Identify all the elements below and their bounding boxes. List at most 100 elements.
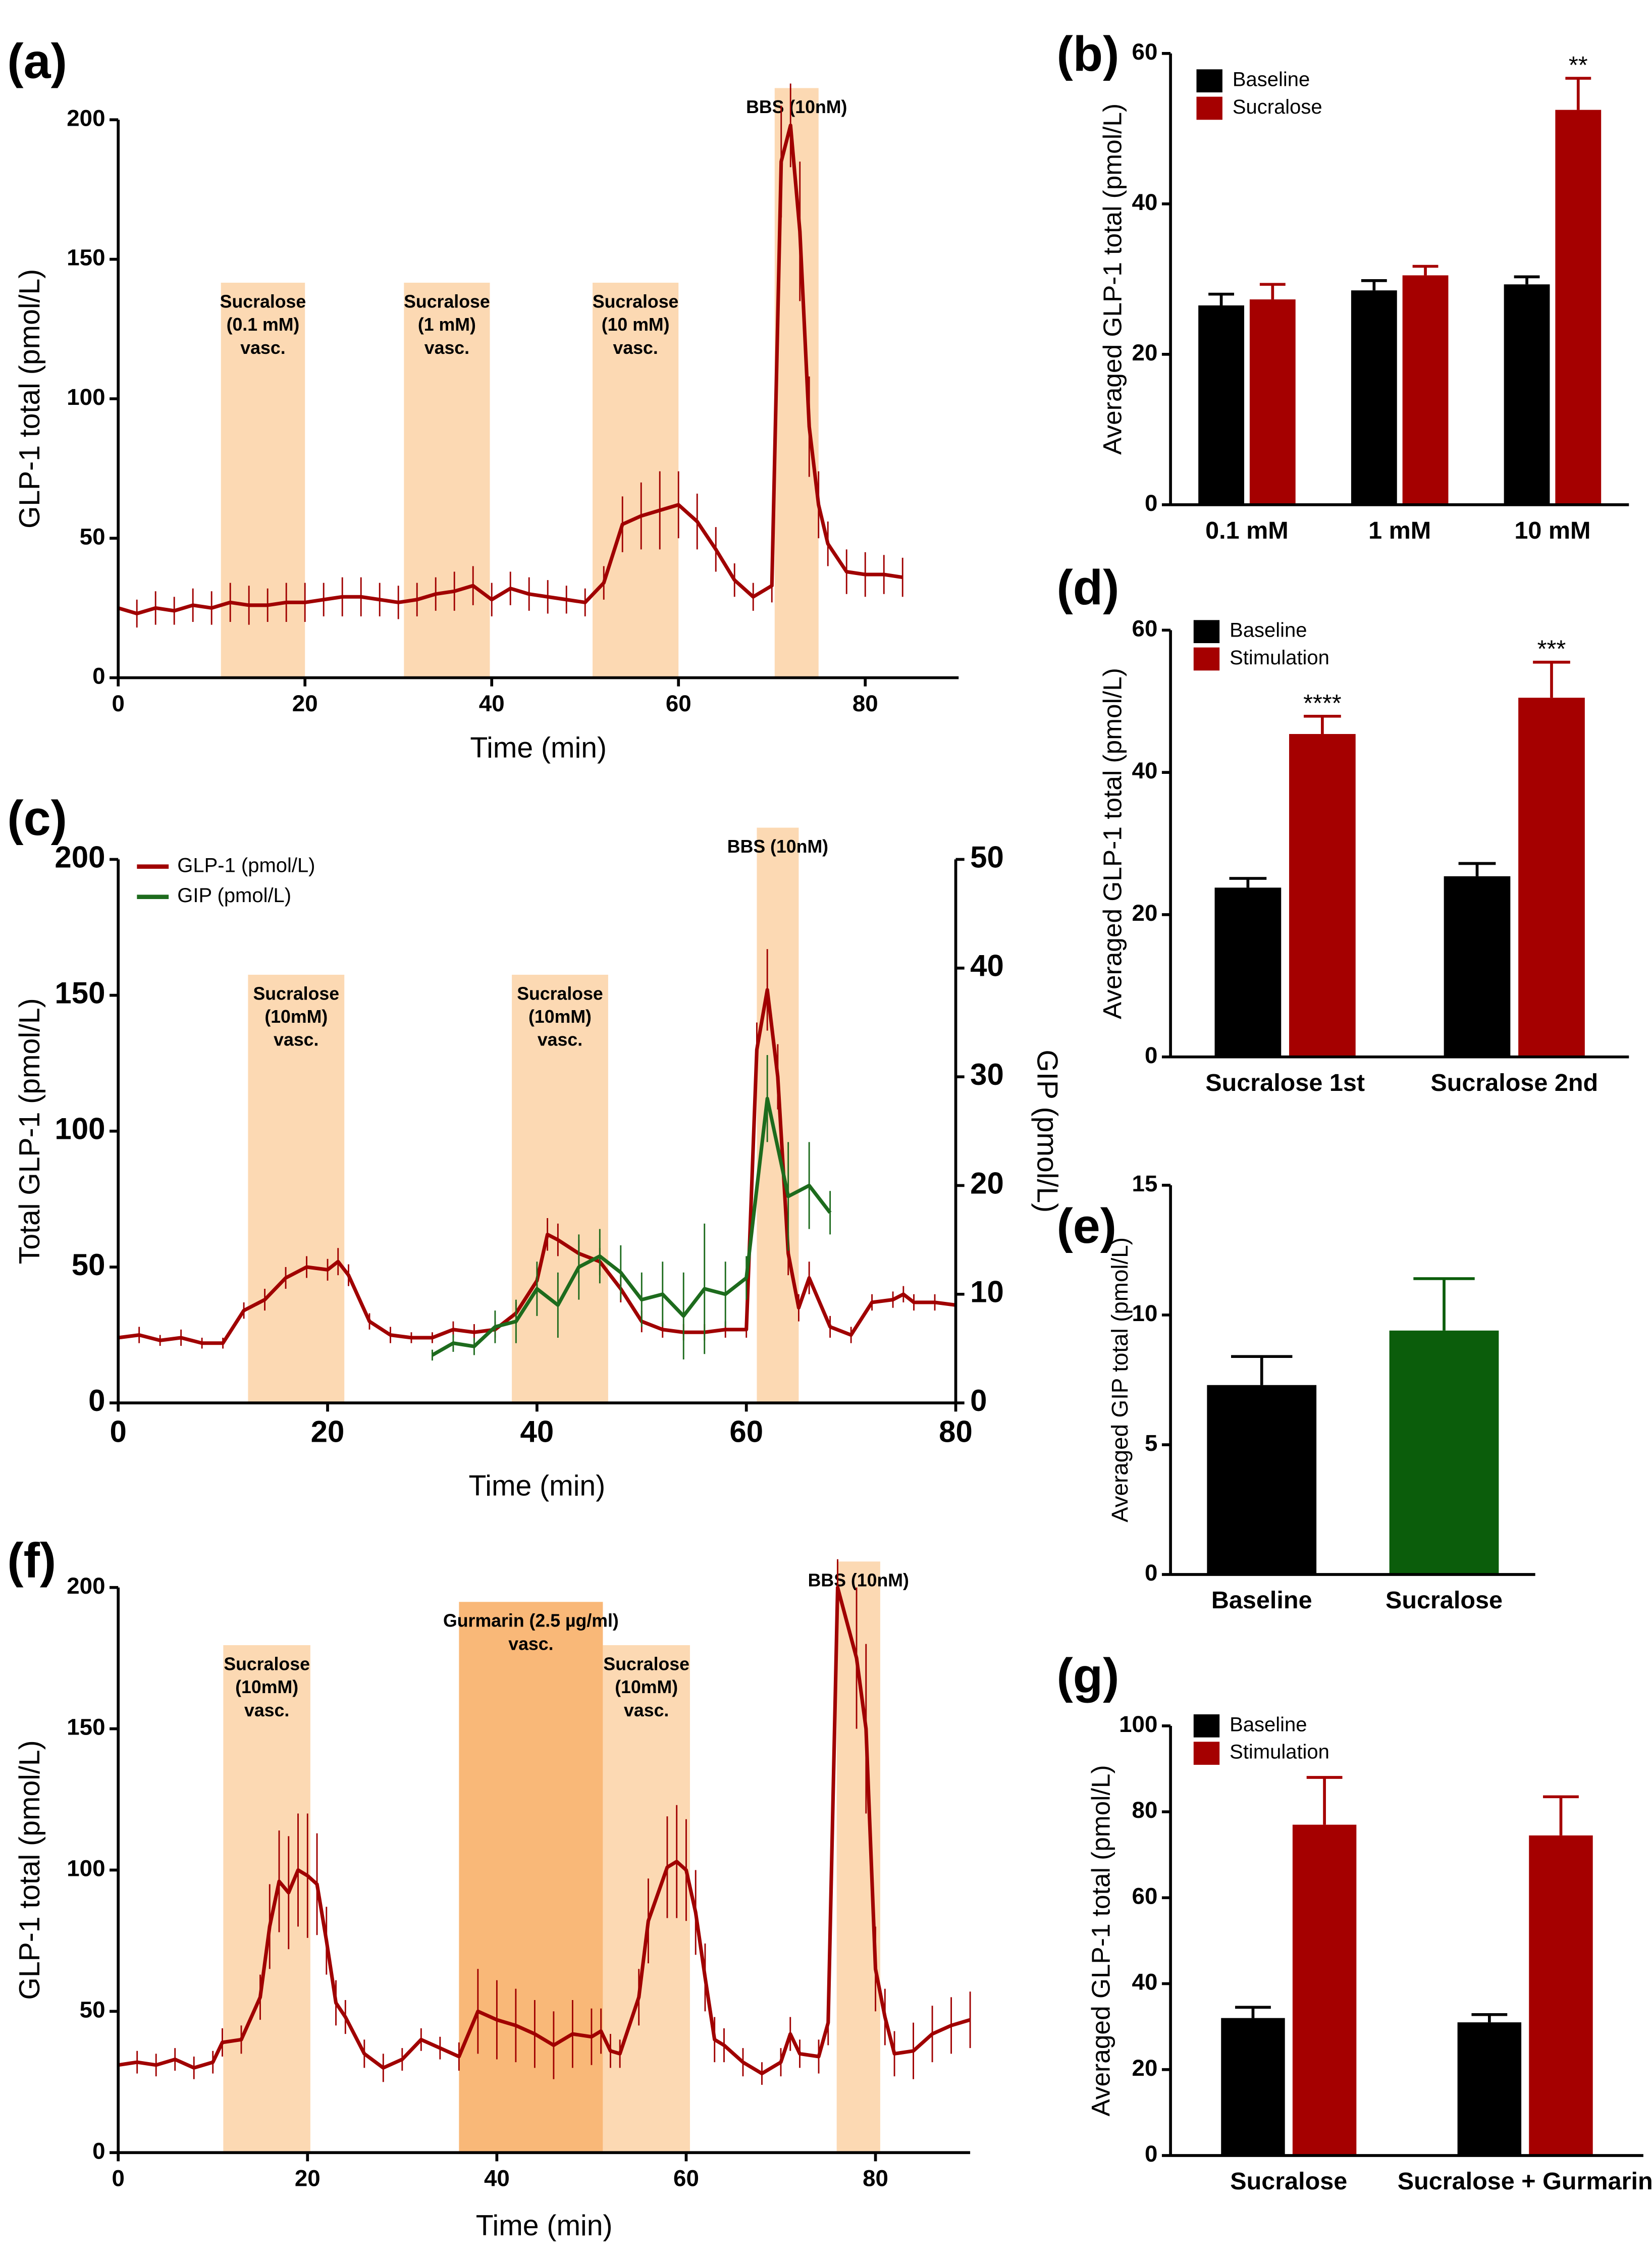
- stimulus-region: [512, 974, 608, 1403]
- bar: [1351, 290, 1397, 505]
- x-tick-label: 20: [292, 691, 318, 716]
- x-tick-label: 0: [110, 1414, 127, 1448]
- x-tick-label: 60: [729, 1414, 763, 1448]
- bar: [1249, 299, 1296, 505]
- x-tick-label: 40: [520, 1414, 554, 1448]
- panel-label: (b): [1056, 26, 1119, 81]
- panel-label: (a): [7, 33, 67, 88]
- y-tick-label: 200: [67, 105, 105, 131]
- y-tick-label: 20: [1132, 2055, 1158, 2081]
- x-category-label: 10 mM: [1514, 517, 1590, 544]
- stimulus-region: [603, 1645, 690, 2153]
- x-category-label: Sucralose: [1230, 2168, 1347, 2195]
- bar: [1555, 110, 1602, 505]
- x-category-label: Sucralose 2nd: [1430, 1069, 1598, 1096]
- x-tick-label: 80: [863, 2166, 888, 2191]
- legend-label: Baseline: [1230, 619, 1307, 642]
- region-label: vasc.: [624, 1700, 669, 1720]
- stimulus-region: [223, 1645, 310, 2153]
- bar: [1292, 1824, 1357, 2156]
- y2-axis-label: GIP (pmol/L): [1031, 1049, 1063, 1213]
- region-label: (10mM): [615, 1677, 678, 1697]
- x-tick-label: 80: [852, 691, 878, 716]
- region-label: vasc.: [538, 1030, 582, 1050]
- region-label: Sucralose: [253, 983, 340, 1004]
- legend-swatch: [1193, 620, 1220, 644]
- x-tick-label: 40: [479, 691, 505, 716]
- x-tick-label: 60: [673, 2166, 699, 2191]
- region-label: vasc.: [244, 1700, 289, 1720]
- stimulus-region: [404, 283, 490, 678]
- y-tick-label: 100: [55, 1112, 105, 1146]
- bar: [1504, 284, 1550, 505]
- y-tick-label: 100: [67, 384, 105, 410]
- y2-tick-label: 0: [970, 1384, 987, 1417]
- panel-label: (d): [1056, 560, 1119, 615]
- y-tick-label: 0: [92, 663, 105, 689]
- y-axis-label: Averaged GLP-1 total (pmol/L): [1097, 103, 1127, 455]
- bar: [1289, 734, 1356, 1057]
- legend-swatch: [1193, 647, 1220, 671]
- y-axis-label: Averaged GLP-1 total (pmol/L): [1086, 1765, 1115, 2116]
- region-label: BBS (10nM): [727, 836, 828, 857]
- legend-label: GLP-1 (pmol/L): [177, 854, 315, 876]
- y2-tick-label: 50: [970, 840, 1004, 874]
- y-tick-label: 60: [1132, 39, 1158, 65]
- region-label: Sucralose: [404, 291, 490, 311]
- y-tick-label: 150: [67, 245, 105, 271]
- region-label: Sucralose: [603, 1654, 689, 1674]
- y-axis-label: Averaged GLP-1 total (pmol/L): [1097, 668, 1127, 1019]
- region-label: Sucralose: [220, 291, 306, 311]
- panel-label: (g): [1056, 1648, 1119, 1703]
- y-tick-label: 150: [67, 1714, 105, 1740]
- legend-label: Sucralose: [1233, 96, 1322, 118]
- y-tick-label: 60: [1132, 1883, 1158, 1909]
- legend-label: Stimulation: [1230, 1741, 1329, 1763]
- y-tick-label: 150: [55, 976, 105, 1010]
- legend-swatch: [1193, 1714, 1220, 1738]
- y-tick-label: 20: [1132, 340, 1158, 365]
- x-category-label: Baseline: [1211, 1587, 1312, 1614]
- stimulus-region: [757, 827, 799, 1403]
- y-tick-label: 10: [1132, 1300, 1158, 1326]
- panel-label: (f): [7, 1533, 56, 1588]
- x-category-label: 1 mM: [1368, 517, 1431, 544]
- y-axis-label: GLP-1 total (pmol/L): [14, 1740, 46, 2000]
- legend-swatch: [1196, 69, 1222, 93]
- y-tick-label: 0: [1145, 1560, 1157, 1586]
- legend-swatch: [1196, 96, 1222, 120]
- region-label: vasc.: [274, 1030, 318, 1050]
- y-tick-label: 50: [72, 1248, 105, 1282]
- y-tick-label: 5: [1145, 1430, 1157, 1456]
- x-category-label: Sucralose + Gurmarin: [1398, 2168, 1652, 2195]
- y-axis-label: GLP-1 total (pmol/L): [14, 269, 46, 529]
- y-tick-label: 15: [1132, 1171, 1158, 1196]
- significance-label: ***: [1537, 636, 1566, 663]
- bar: [1444, 876, 1511, 1057]
- legend-label: Baseline: [1230, 1713, 1307, 1736]
- bar: [1214, 887, 1282, 1057]
- data-line: [431, 1096, 832, 1357]
- significance-label: ****: [1303, 690, 1342, 717]
- y-tick-label: 200: [55, 840, 105, 874]
- stimulus-region: [459, 1602, 603, 2153]
- legend-label: Stimulation: [1230, 647, 1329, 669]
- x-tick-label: 60: [666, 691, 691, 716]
- x-tick-label: 20: [311, 1414, 345, 1448]
- y-axis-label: Total GLP-1 (pmol/L): [14, 998, 46, 1264]
- region-label: BBS (10nM): [746, 97, 847, 117]
- bar: [1457, 2022, 1522, 2156]
- bar: [1402, 275, 1449, 505]
- stimulus-region: [221, 283, 305, 678]
- region-label: vasc.: [613, 338, 658, 358]
- y2-tick-label: 40: [970, 949, 1004, 983]
- y2-tick-label: 10: [970, 1275, 1004, 1309]
- x-axis-label: Time (min): [476, 2210, 613, 2242]
- y-tick-label: 0: [1145, 2141, 1157, 2167]
- bar: [1221, 2018, 1285, 2156]
- region-label: (10mM): [264, 1007, 328, 1027]
- x-axis-label: Time (min): [470, 731, 607, 764]
- region-label: BBS (10nM): [808, 1570, 909, 1591]
- x-tick-label: 40: [484, 2166, 510, 2191]
